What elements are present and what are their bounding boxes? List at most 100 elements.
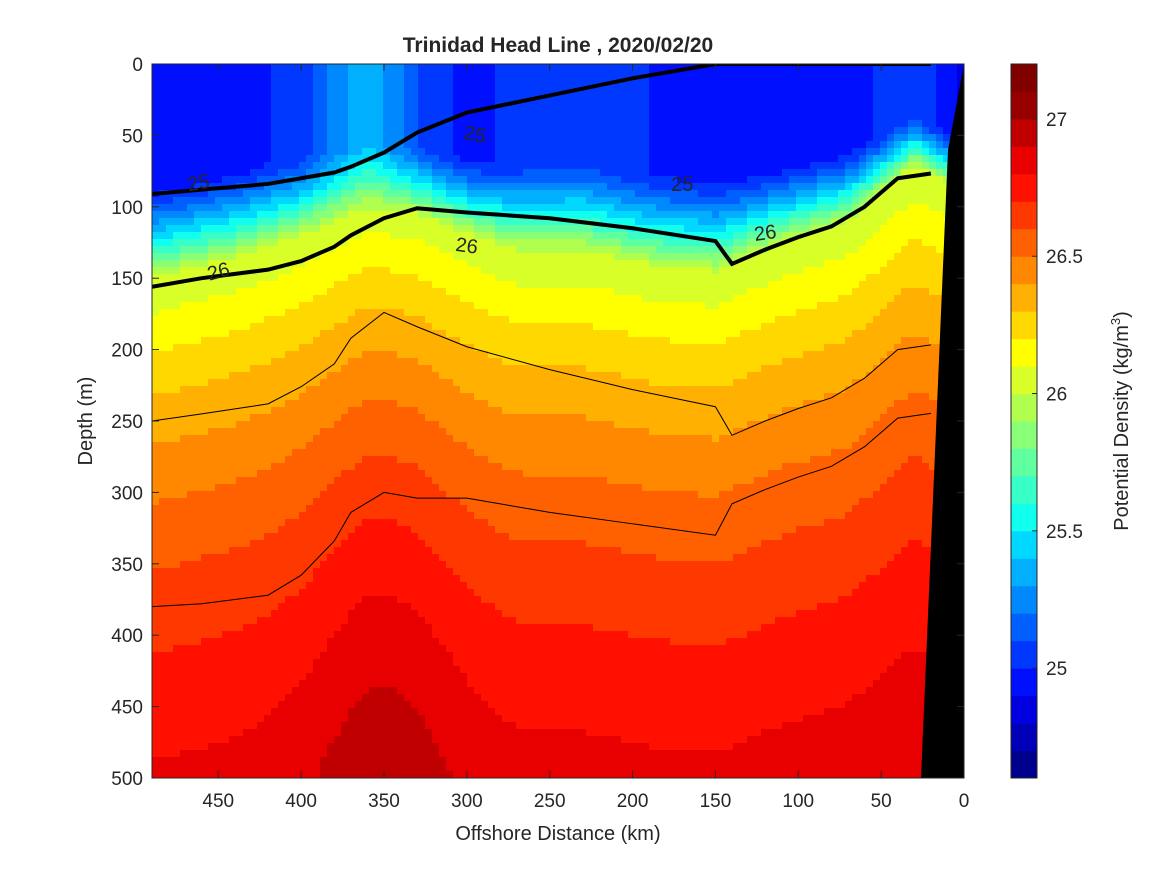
density-cell bbox=[418, 176, 426, 184]
density-cell bbox=[369, 603, 377, 611]
density-cell bbox=[418, 428, 426, 436]
density-cell bbox=[418, 743, 426, 751]
density-cell bbox=[159, 547, 167, 555]
density-cell bbox=[229, 71, 237, 79]
density-cell bbox=[208, 624, 216, 632]
density-cell bbox=[250, 729, 258, 737]
density-cell bbox=[404, 239, 412, 247]
density-cell bbox=[418, 281, 426, 289]
density-cell bbox=[383, 498, 391, 506]
density-cell bbox=[229, 736, 237, 744]
density-cell bbox=[404, 71, 412, 79]
density-cell bbox=[460, 309, 468, 317]
density-cell bbox=[488, 400, 496, 408]
density-cell bbox=[194, 246, 202, 254]
density-cell bbox=[418, 561, 426, 569]
density-cell bbox=[194, 295, 202, 303]
density-cell bbox=[166, 204, 174, 212]
density-cell bbox=[327, 589, 335, 597]
density-cell bbox=[446, 638, 454, 646]
density-cell bbox=[369, 547, 377, 555]
density-cell bbox=[376, 757, 384, 765]
density-cell bbox=[453, 750, 461, 758]
density-cell bbox=[383, 302, 391, 310]
density-cell bbox=[474, 512, 482, 520]
density-cell bbox=[159, 435, 167, 443]
density-cell bbox=[180, 715, 188, 723]
density-cell bbox=[229, 449, 237, 457]
density-cell bbox=[446, 218, 454, 226]
density-cell bbox=[488, 183, 496, 191]
density-cell bbox=[334, 554, 342, 562]
density-cell bbox=[453, 421, 461, 429]
density-cell bbox=[390, 631, 398, 639]
density-cell bbox=[173, 666, 181, 674]
density-cell bbox=[159, 225, 167, 233]
density-cell bbox=[257, 652, 265, 660]
density-cell bbox=[299, 589, 307, 597]
density-cell bbox=[446, 414, 454, 422]
density-cell bbox=[236, 239, 244, 247]
density-cell bbox=[243, 589, 251, 597]
density-cell bbox=[250, 99, 258, 107]
density-cell bbox=[397, 477, 405, 485]
density-cell bbox=[439, 505, 447, 513]
density-cell bbox=[292, 218, 300, 226]
density-cell bbox=[376, 456, 384, 464]
density-cell bbox=[159, 428, 167, 436]
density-cell bbox=[215, 449, 223, 457]
density-cell bbox=[264, 197, 272, 205]
density-cell bbox=[278, 337, 286, 345]
density-cell bbox=[432, 239, 440, 247]
density-cell bbox=[446, 596, 454, 604]
density-cell bbox=[467, 281, 475, 289]
density-cell bbox=[278, 141, 286, 149]
density-cell bbox=[257, 617, 265, 625]
density-cell bbox=[460, 232, 468, 240]
density-cell bbox=[334, 337, 342, 345]
density-cell bbox=[236, 71, 244, 79]
density-cell bbox=[243, 638, 251, 646]
density-cell bbox=[474, 652, 482, 660]
density-cell bbox=[159, 414, 167, 422]
density-cell bbox=[481, 505, 489, 513]
density-cell bbox=[299, 596, 307, 604]
density-cell bbox=[474, 638, 482, 646]
density-cell bbox=[201, 540, 209, 548]
density-cell bbox=[222, 281, 230, 289]
density-cell bbox=[481, 673, 489, 681]
density-cell bbox=[327, 519, 335, 527]
density-cell bbox=[439, 71, 447, 79]
density-cell bbox=[453, 743, 461, 751]
density-cell bbox=[313, 526, 321, 534]
density-cell bbox=[362, 582, 370, 590]
density-cell bbox=[446, 512, 454, 520]
density-cell bbox=[481, 288, 489, 296]
density-cell bbox=[278, 253, 286, 261]
density-cell bbox=[341, 526, 349, 534]
density-cell bbox=[376, 288, 384, 296]
density-cell bbox=[306, 141, 314, 149]
density-cell bbox=[208, 561, 216, 569]
density-cell bbox=[320, 64, 328, 72]
density-cell bbox=[418, 295, 426, 303]
density-cell bbox=[180, 540, 188, 548]
density-cell bbox=[453, 736, 461, 744]
density-cell bbox=[250, 323, 258, 331]
density-cell bbox=[383, 533, 391, 541]
density-cell bbox=[215, 309, 223, 317]
density-cell bbox=[425, 246, 433, 254]
density-cell bbox=[299, 106, 307, 114]
density-cell bbox=[299, 288, 307, 296]
density-cell bbox=[299, 183, 307, 191]
density-cell bbox=[348, 295, 356, 303]
density-cell bbox=[243, 162, 251, 170]
density-cell bbox=[152, 421, 160, 429]
density-cell bbox=[215, 526, 223, 534]
density-cell bbox=[278, 638, 286, 646]
density-cell bbox=[327, 771, 335, 778]
density-cell bbox=[201, 232, 209, 240]
density-cell bbox=[306, 631, 314, 639]
density-cell bbox=[453, 638, 461, 646]
density-cell bbox=[376, 771, 384, 778]
